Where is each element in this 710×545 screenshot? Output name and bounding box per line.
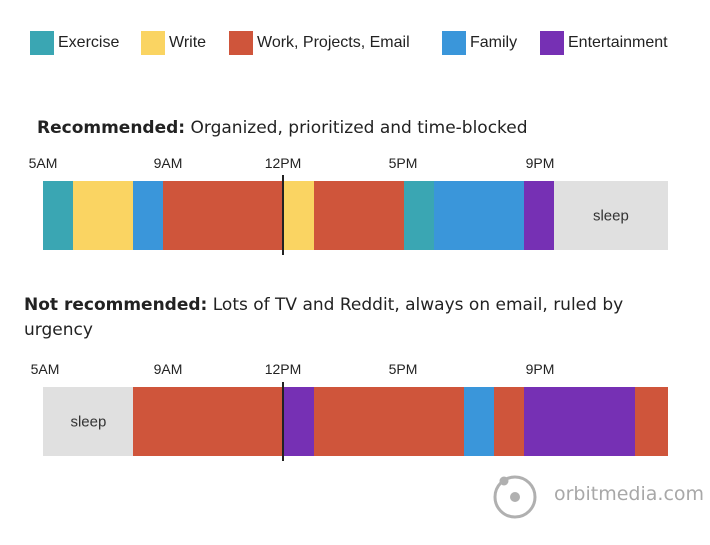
- recommended-segment-work: [313, 181, 405, 250]
- recommended-tick-5am: 5AM: [28, 155, 58, 171]
- recommended-heading-bold: Recommended:: [37, 118, 186, 138]
- recommended-segment-entertainment: [524, 181, 555, 250]
- recommended-tick-12pm: 12PM: [264, 155, 302, 171]
- recommended-heading: Recommended: Organized, prioritized and …: [37, 116, 697, 141]
- not-recommended-segment-work: [634, 387, 668, 456]
- recommended-tick-9pm: 9PM: [525, 155, 555, 171]
- legend-swatch-family: [442, 31, 466, 55]
- not-recommended-noon-line: [282, 382, 284, 461]
- recommended-segment-write: [283, 181, 315, 250]
- legend-swatch-work: [229, 31, 253, 55]
- not-recommended-segment-work: [133, 387, 285, 456]
- legend-label-exercise: Exercise: [58, 34, 120, 51]
- recommended-heading-text: Organized, prioritized and time-blocked: [185, 118, 528, 138]
- recommended-segment-write: [73, 181, 134, 250]
- not-recommended-heading-text: Lots of TV and Reddit, always on email, …: [24, 295, 624, 340]
- not-recommended-segment-work: [313, 387, 465, 456]
- orbitmedia-logo-text: orbitmedia.com: [554, 483, 705, 505]
- not-recommended-heading: Not recommended: Lots of TV and Reddit, …: [24, 293, 684, 343]
- not-recommended-segment-work: [494, 387, 525, 456]
- not-recommended-tick-5pm: 5PM: [388, 361, 418, 377]
- recommended-noon-line: [282, 175, 284, 255]
- recommended-segment-family: [133, 181, 164, 250]
- recommended-segment-sleep: sleep: [554, 181, 668, 250]
- recommended-segment-exercise: [43, 181, 74, 250]
- not-recommended-segment-sleep: sleep: [43, 387, 134, 456]
- not-recommended-heading-bold: Not recommended:: [24, 295, 208, 315]
- legend-swatch-exercise: [30, 31, 54, 55]
- recommended-segment-label: sleep: [592, 207, 629, 224]
- legend-label-write: Write: [169, 34, 207, 51]
- recommended-timeline-bar: sleep: [43, 181, 668, 250]
- recommended-segment-family: [433, 181, 525, 250]
- not-recommended-segment-entertainment: [283, 387, 315, 456]
- not-recommended-tick-9am: 9AM: [153, 361, 183, 377]
- orbitmedia-logo: orbitmedia.com: [493, 471, 704, 521]
- not-recommended-segment-entertainment: [524, 387, 636, 456]
- recommended-tick-9am: 9AM: [153, 155, 183, 171]
- orbit-icon: [493, 475, 537, 519]
- not-recommended-segment-family: [464, 387, 495, 456]
- legend-label-work: Work, Projects, Email: [257, 34, 410, 51]
- recommended-tick-5pm: 5PM: [388, 155, 418, 171]
- recommended-segment-work: [163, 181, 285, 250]
- not-recommended-tick-5am: 5AM: [30, 361, 60, 377]
- not-recommended-tick-12pm: 12PM: [264, 361, 302, 377]
- legend-swatch-write: [141, 31, 165, 55]
- not-recommended-timeline-bar: sleep: [43, 387, 668, 456]
- not-recommended-segment-label: sleep: [70, 413, 107, 430]
- legend-label-family: Family: [470, 34, 518, 51]
- legend-swatch-entertainment: [540, 31, 564, 55]
- recommended-segment-exercise: [403, 181, 435, 250]
- not-recommended-tick-9pm: 9PM: [525, 361, 555, 377]
- legend-label-entertainment: Entertainment: [568, 34, 668, 51]
